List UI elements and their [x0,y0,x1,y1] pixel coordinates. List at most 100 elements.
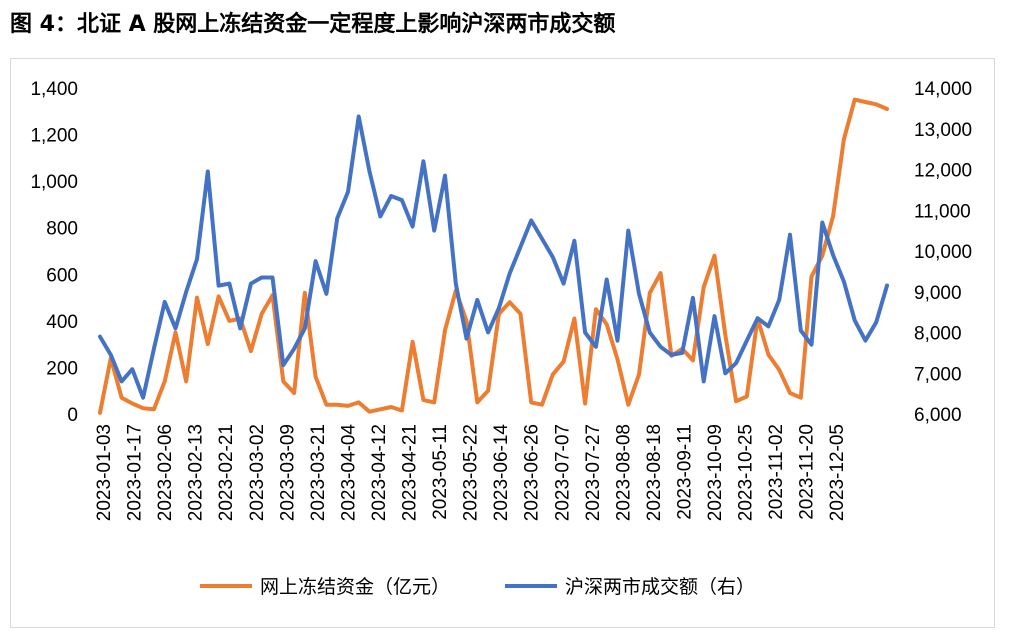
series-point-turnover [185,290,188,293]
series-point-frozen-funds [131,402,134,405]
series-point-turnover [756,317,759,320]
left-axis-tick-label: 1,200 [30,126,78,147]
series-point-turnover [487,331,490,334]
series-point-frozen-funds [691,359,694,362]
series-point-turnover [648,331,651,334]
series-point-turnover [670,353,673,356]
series-point-frozen-funds [735,400,738,403]
series-point-turnover [217,284,220,287]
x-axis-tick-label: 2023-12-05 [827,424,848,521]
x-axis-tick-label: 2023-06-26 [522,424,543,521]
series-point-turnover [638,292,640,295]
series-point-frozen-funds [390,406,393,408]
series-point-turnover [541,237,543,240]
series-point-frozen-funds [314,375,317,378]
series-point-frozen-funds [648,291,651,294]
x-axis-tick-label: 2023-10-25 [736,424,757,521]
series-point-turnover [702,380,705,383]
right-axis-tick-label: 12,000 [914,161,972,182]
series-point-turnover [400,199,403,202]
x-axis: 2023-01-03 2023-01-17 2023-02-06 2023-02-13… [94,424,848,522]
series-layer [98,97,889,415]
series-point-frozen-funds [444,329,446,332]
series-point-turnover [465,337,468,340]
series-point-frozen-funds [217,295,220,298]
x-axis-tick-label: 2023-02-13 [186,424,207,521]
figure-title: 图 4：北证 A 股网上冻结资金一定程度上影响沪深两市成交额 [10,12,616,37]
x-axis-tick-label: 2023-06-14 [491,424,512,522]
series-point-turnover [853,319,856,322]
series-line-frozen-funds [98,97,889,415]
series-point-frozen-funds [864,101,867,103]
series-point-frozen-funds [206,343,209,346]
series-point-frozen-funds [400,409,403,412]
series-point-turnover [239,327,242,330]
x-axis-tick-label: 2023-09-11 [674,424,695,520]
series-point-turnover [444,174,446,177]
series-point-turnover [767,325,770,328]
series-point-frozen-funds [228,319,231,322]
series-point-frozen-funds [152,408,155,411]
series-point-frozen-funds [433,401,436,404]
series-point-turnover [174,327,177,330]
series-point-turnover [659,345,662,348]
right-axis: 6,000 7,000 8,000 9,000 10,000 11,000 12,000 13… [914,79,972,426]
right-axis-tick-label: 6,000 [914,405,962,426]
series-point-frozen-funds [562,360,565,363]
series-point-frozen-funds [336,403,339,406]
x-axis-tick-label: 2023-04-21 [400,424,421,521]
series-point-turnover [864,339,867,342]
series-point-turnover [293,347,296,350]
right-axis-tick-label: 14,000 [914,79,972,100]
x-axis-tick-label: 2023-04-04 [338,424,359,522]
series-point-turnover [508,272,511,275]
series-point-turnover [196,258,198,261]
series-point-turnover [336,217,339,220]
series-point-frozen-funds [519,312,522,315]
series-point-frozen-funds [702,286,705,289]
series-point-turnover [109,353,112,356]
series-point-turnover [562,282,565,285]
series-point-turnover [163,300,166,303]
series-point-turnover [616,339,619,342]
series-point-frozen-funds [196,296,198,299]
series-point-frozen-funds [616,358,619,361]
series-point-frozen-funds [260,312,263,315]
x-axis-tick-label: 2023-05-22 [461,424,482,521]
series-point-frozen-funds [842,138,845,141]
x-axis-tick-label: 2023-07-27 [583,424,604,521]
series-point-turnover [627,229,630,232]
series-point-turnover [778,298,781,301]
series-point-turnover [206,170,209,173]
x-axis-tick-label: 2023-10-09 [705,424,726,521]
series-point-turnover [314,260,317,263]
right-axis-tick-label: 9,000 [914,283,962,304]
series-point-frozen-funds [810,275,813,278]
series-point-frozen-funds [530,401,533,404]
legend-label-turnover: 沪深两市成交额（右） [565,576,755,598]
series-point-frozen-funds [799,396,802,399]
series-point-frozen-funds [541,403,543,406]
series-line-turnover [98,114,889,400]
series-point-frozen-funds [551,373,554,376]
series-point-turnover [584,331,587,334]
series-point-frozen-funds [99,411,101,414]
series-point-frozen-funds [627,403,630,406]
series-point-frozen-funds [713,254,716,257]
series-point-frozen-funds [120,396,123,399]
series-point-frozen-funds [767,353,770,356]
series-point-frozen-funds [303,291,306,294]
series-point-frozen-funds [368,410,371,413]
series-point-turnover [497,307,500,310]
left-axis-tick-label: 0 [67,405,78,426]
series-point-turnover [228,282,231,285]
series-point-turnover [433,229,436,232]
x-axis-tick-label: 2023-04-12 [369,424,390,521]
right-axis-tick-label: 10,000 [914,242,972,263]
series-point-turnover [799,329,802,332]
series-point-turnover [594,345,597,348]
series-point-turnover [271,276,274,279]
series-point-turnover [282,364,285,367]
series-point-frozen-funds [821,254,824,257]
